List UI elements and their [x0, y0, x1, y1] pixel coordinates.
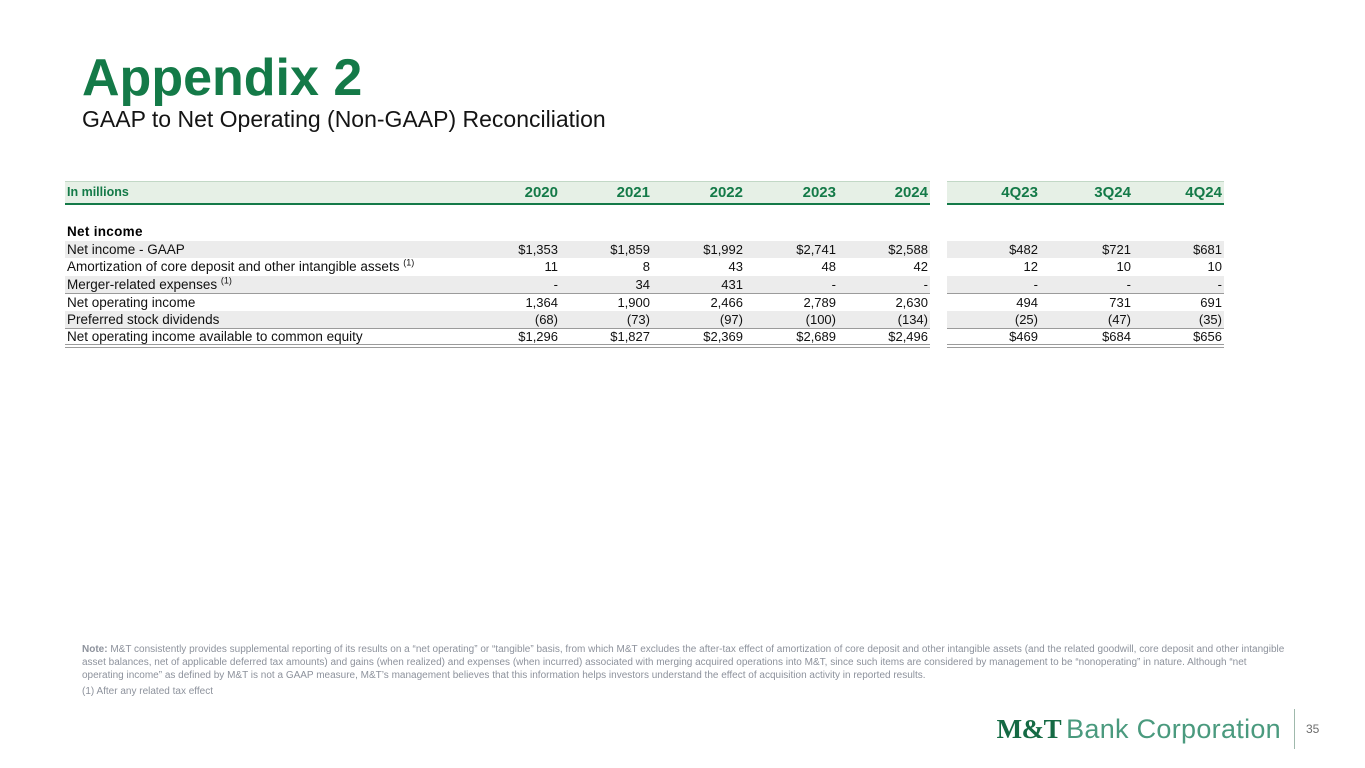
row-label: Net operating income available to common… — [65, 328, 468, 348]
table-row: Amortization of core deposit and other i… — [65, 258, 1224, 276]
unit-label: In millions — [65, 181, 468, 205]
cell-value: 2,466 — [710, 294, 743, 310]
cell-value: - — [838, 275, 930, 294]
cell-value: - — [1040, 275, 1133, 294]
cell-value: $1,827 — [560, 328, 652, 348]
cell-value: $1,353 — [468, 240, 560, 258]
cell-value: $2,496 — [838, 328, 930, 348]
column-header-2022: 2022 — [652, 181, 745, 205]
table-row: Net operating income 1,364 1,900 2,466 2… — [65, 293, 1224, 311]
cell-value: - — [947, 275, 1040, 294]
column-header-2020: 2020 — [468, 181, 560, 205]
cell-value: $1,859 — [560, 240, 652, 258]
cell-value: 2,630 — [895, 294, 928, 310]
cell-value: (100) — [745, 310, 838, 329]
column-group-gap — [930, 328, 947, 346]
column-group-gap — [930, 181, 947, 204]
disclosure-note: Note: M&T consistently provides suppleme… — [82, 644, 1290, 683]
spacer-row — [65, 204, 1224, 222]
cell-value: 731 — [1109, 294, 1131, 310]
cell-value: 34 — [560, 275, 652, 294]
cell-value: $469 — [947, 328, 1040, 348]
column-group-gap — [930, 258, 947, 276]
column-header-2021: 2021 — [560, 181, 652, 205]
cell-value: $2,689 — [745, 328, 838, 348]
cell-value: (97) — [652, 310, 745, 329]
table-row: Net income - GAAP $1,353 $1,859 $1,992 $… — [65, 240, 1224, 258]
cell-value: $684 — [1040, 328, 1133, 348]
cell-value: 12 — [1023, 259, 1038, 275]
cell-value: (134) — [838, 310, 930, 329]
cell-value: 43 — [728, 259, 743, 275]
mt-logo: M&T — [996, 713, 1062, 744]
cell-value: $681 — [1133, 240, 1224, 258]
row-label: Net operating income — [67, 294, 196, 310]
cell-value: 494 — [1016, 294, 1038, 310]
cell-value: $482 — [947, 240, 1040, 258]
row-label: Merger-related expenses (1) — [65, 275, 468, 294]
column-header-2024: 2024 — [838, 181, 930, 205]
note-text: M&T consistently provides supplemental r… — [82, 644, 1285, 681]
cell-value: (25) — [947, 310, 1040, 329]
cell-value: $1,296 — [468, 328, 560, 348]
column-group-gap — [930, 293, 947, 311]
cell-value: - — [1133, 275, 1224, 294]
cell-value: 431 — [652, 275, 745, 294]
row-label: Preferred stock dividends — [65, 310, 468, 329]
cell-value: 10 — [1116, 259, 1131, 275]
cell-value: $2,369 — [652, 328, 745, 348]
column-group-gap — [930, 310, 947, 328]
page-subtitle: GAAP to Net Operating (Non-GAAP) Reconci… — [82, 106, 606, 132]
cell-value: 1,364 — [525, 294, 558, 310]
cell-value: 1,900 — [617, 294, 650, 310]
slide-footer: M&T Bank Corporation 35 — [997, 707, 1324, 751]
cell-value: $2,741 — [745, 240, 838, 258]
column-group-gap — [930, 240, 947, 258]
table-header-row: In millions 2020 2021 2022 2023 2024 4Q2… — [65, 181, 1224, 205]
cell-value: 2,789 — [803, 294, 836, 310]
footnote-1: (1) After any related tax effect — [82, 686, 213, 697]
section-label: Net income — [67, 223, 143, 239]
mt-logo-text: Bank Corporation — [1066, 713, 1281, 744]
table-row: Merger-related expenses (1) - 34 431 - -… — [65, 275, 1224, 294]
cell-value: (35) — [1133, 310, 1224, 329]
cell-value: $656 — [1133, 328, 1224, 348]
cell-value: 10 — [1207, 259, 1222, 275]
cell-value: (73) — [560, 310, 652, 329]
cell-value: (68) — [468, 310, 560, 329]
cell-value: $1,992 — [652, 240, 745, 258]
page-number: 35 — [1306, 722, 1320, 736]
section-header-row: Net income — [65, 222, 1224, 241]
reconciliation-table: In millions 2020 2021 2022 2023 2024 4Q2… — [65, 181, 1224, 348]
cell-value: 691 — [1200, 294, 1222, 310]
cell-value: $721 — [1040, 240, 1133, 258]
footer-divider — [1294, 709, 1295, 749]
cell-value: (47) — [1040, 310, 1133, 329]
note-label: Note: — [82, 644, 108, 655]
column-header-3q24: 3Q24 — [1040, 181, 1133, 205]
cell-value: 48 — [821, 259, 836, 275]
column-header-4q23: 4Q23 — [947, 181, 1040, 205]
table-row: Net operating income available to common… — [65, 328, 1224, 348]
column-group-gap — [930, 275, 947, 293]
cell-value: - — [745, 275, 838, 294]
column-header-2023: 2023 — [745, 181, 838, 205]
page-title: Appendix 2 — [82, 49, 363, 107]
table-row: Preferred stock dividends (68) (73) (97)… — [65, 310, 1224, 329]
cell-value: 8 — [642, 259, 650, 275]
row-label: Amortization of core deposit and other i… — [67, 258, 415, 275]
cell-value: 11 — [544, 259, 559, 275]
row-label: Net income - GAAP — [65, 240, 468, 258]
cell-value: 42 — [913, 259, 928, 275]
column-header-4q24: 4Q24 — [1133, 181, 1224, 205]
cell-value: $2,588 — [838, 240, 930, 258]
cell-value: - — [468, 275, 560, 294]
